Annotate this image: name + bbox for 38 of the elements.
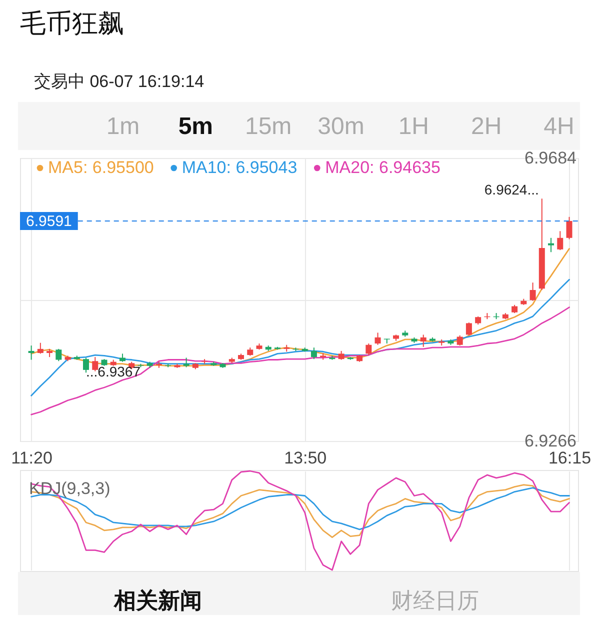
candlestick (366, 343, 372, 356)
line-series (30, 278, 570, 396)
candlestick (37, 342, 44, 354)
text: 1m (106, 113, 140, 140)
candlestick (374, 332, 381, 346)
candlestick (56, 348, 62, 362)
chart-title: 毛币狂飙 (20, 8, 124, 38)
text: 财经日历 (391, 588, 479, 613)
text: 1H (398, 113, 430, 140)
annotation: 6.9624... (484, 182, 539, 198)
text: 相关新闻 (113, 588, 202, 613)
candlestick (28, 345, 34, 360)
candlestick (456, 334, 463, 346)
legend-label: MA20: 6.94635 (325, 158, 440, 177)
text: 30m (318, 113, 364, 140)
candlestick (420, 334, 426, 348)
candlestick (530, 282, 536, 302)
candlestick (548, 237, 554, 253)
candlestick (557, 230, 564, 251)
x-tick-label: 16:15 (548, 448, 592, 468)
candlestick (466, 322, 472, 336)
candlestick (566, 216, 572, 240)
y-tick-label: 6.9684 (524, 148, 576, 168)
text: 15m (244, 113, 292, 140)
legend-label: MA5: 6.95500 (48, 158, 154, 177)
candlestick (183, 357, 190, 368)
text: 4H (544, 113, 574, 140)
line-series (30, 306, 570, 416)
x-tick-label: 11:20 (11, 448, 52, 468)
x-tick-label: 13:50 (284, 448, 327, 468)
text: 2H (470, 113, 502, 140)
legend-label: MA10: 6.95043 (182, 158, 298, 177)
candlestick (310, 347, 317, 360)
y-tick-label: 6.9266 (524, 432, 576, 450)
ref-line-label: 6.9591 (26, 212, 72, 230)
text: 5m (178, 113, 214, 140)
annotation: ...6.9367 (86, 364, 141, 380)
chart-subtitle: 交易中 06-07 16:19:14 (34, 72, 204, 91)
